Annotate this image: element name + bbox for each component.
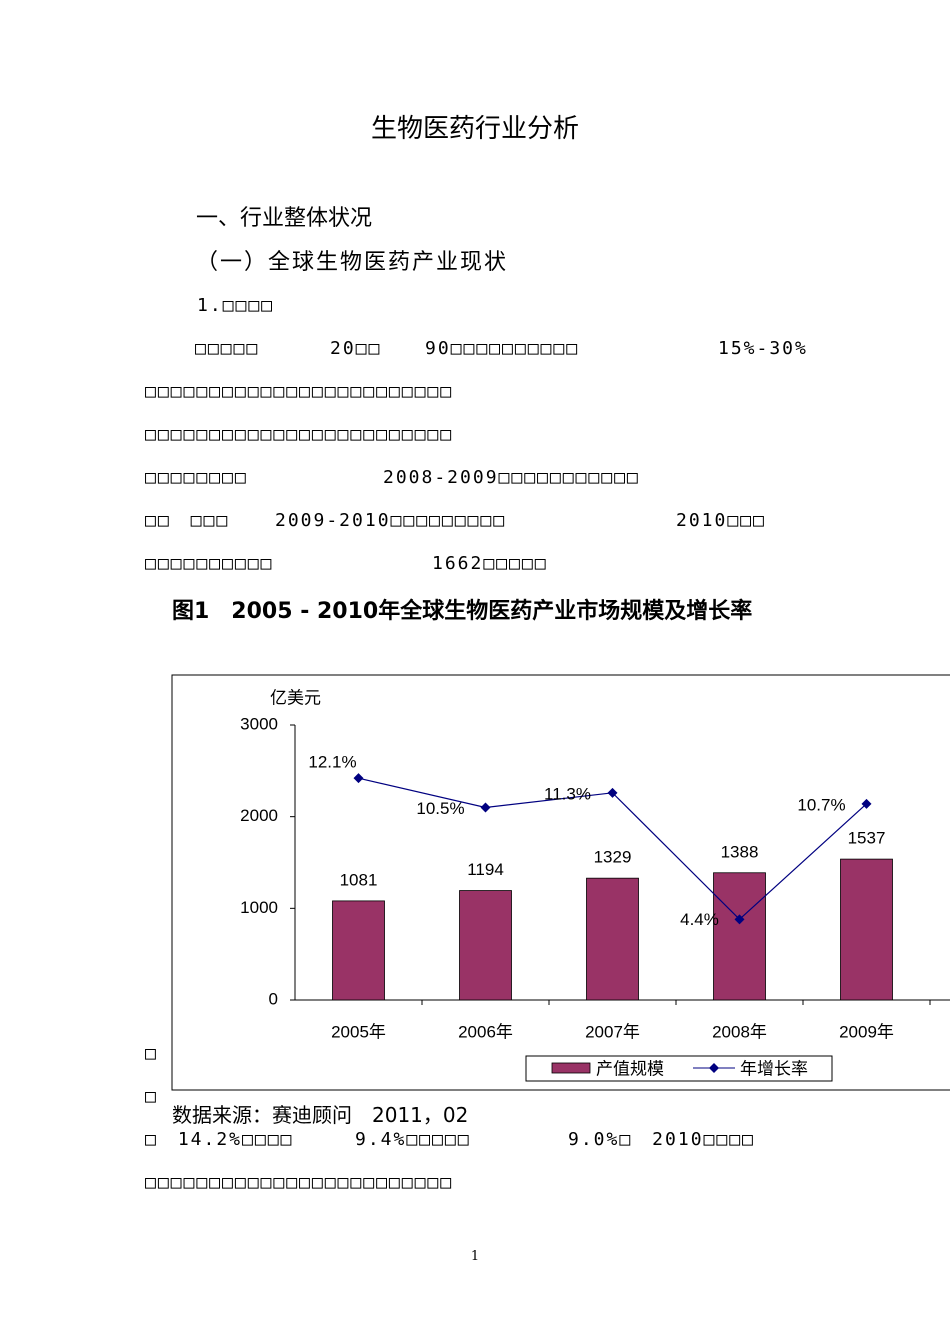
x-tick-label: 2007年: [585, 1022, 640, 1041]
y-axis-title: 亿美元: [270, 688, 321, 707]
text-segment: □□□□□□□□□□□□□□□□□□□□□□□□: [145, 424, 454, 445]
y-tick-label: 0: [269, 989, 278, 1008]
text-segment: □□□□□□□□□□□□□□□□□□□□□□□□: [145, 381, 454, 402]
bar-label: 1081: [340, 870, 378, 889]
text-segment: 9.0%□ 2010□□□□: [568, 1129, 755, 1150]
x-tick-label: 2006年: [458, 1022, 513, 1041]
legend-label: 年增长率: [740, 1059, 808, 1078]
bar-label: 1194: [467, 860, 504, 879]
growth-label: 10.7%: [797, 795, 845, 814]
page-number: 1: [470, 1249, 480, 1264]
chart-frame: [171, 674, 950, 1091]
text-segment: □□□□□□□□: [145, 467, 248, 488]
legend-swatch: [551, 1062, 591, 1074]
legend-label: 产值规模: [596, 1059, 664, 1078]
side-mark: □: [145, 1086, 158, 1107]
growth-marker: [607, 787, 618, 798]
source: 数据来源：赛迪顾问 2011，02: [172, 1103, 469, 1127]
heading: 一、行业整体状况: [196, 206, 373, 231]
x-tick-label: 2008年: [712, 1022, 767, 1041]
bar: [332, 900, 385, 1001]
bar-label: 1537: [848, 829, 886, 848]
x-tick-label: 2005年: [331, 1022, 386, 1041]
text-segment: 90□□□□□□□□□□: [425, 338, 580, 359]
growth-marker: [480, 802, 491, 813]
growth-marker: [734, 914, 745, 925]
text-segment: □ 14.2%□□□□: [145, 1129, 294, 1150]
x-tick-label: 2009年: [839, 1022, 894, 1041]
text-segment: □□ □□□: [145, 510, 230, 531]
text-segment: 20□□: [330, 338, 382, 359]
text-segment: 1.□□□□: [197, 295, 275, 316]
text-segment: □□□□□□□□□□: [145, 553, 274, 574]
growth-label: 11.3%: [544, 784, 591, 803]
figure-caption: 图1 2005 - 2010年全球生物医药产业市场规模及增长率: [172, 599, 753, 624]
bar: [459, 890, 512, 1001]
doc-title: 生物医药行业分析: [370, 114, 579, 144]
growth-label: 4.4%: [680, 910, 719, 929]
y-tick-label: 2000: [240, 806, 278, 825]
text-segment: 2009-2010□□□□□□□□□: [275, 510, 507, 531]
text-segment: 9.4%□□□□□: [355, 1129, 471, 1150]
bar-label: 1388: [721, 842, 759, 861]
growth-label: 10.5%: [416, 799, 464, 818]
bar: [840, 858, 893, 1001]
y-tick-label: 1000: [240, 898, 278, 917]
text-segment: 2010□□□: [676, 510, 766, 531]
growth-marker: [861, 798, 872, 809]
growth-label: 12.1%: [308, 753, 356, 772]
side-mark: □: [145, 1043, 158, 1064]
text-segment: 2008-2009□□□□□□□□□□□: [383, 467, 640, 488]
growth-marker: [353, 773, 364, 784]
text-segment: □□□□□□□□□□□□□□□□□□□□□□□□: [145, 1172, 454, 1193]
heading: （一）全球生物医药产业现状: [196, 250, 509, 275]
text-segment: 15%-30%: [718, 338, 808, 359]
bar: [713, 872, 766, 1001]
y-tick-label: 3000: [240, 714, 278, 733]
text-segment: 1662□□□□□: [432, 553, 548, 574]
bar: [586, 877, 639, 1001]
bar-label: 1329: [594, 848, 632, 867]
legend-marker: [709, 1063, 719, 1073]
text-segment: □□□□□: [195, 338, 260, 359]
